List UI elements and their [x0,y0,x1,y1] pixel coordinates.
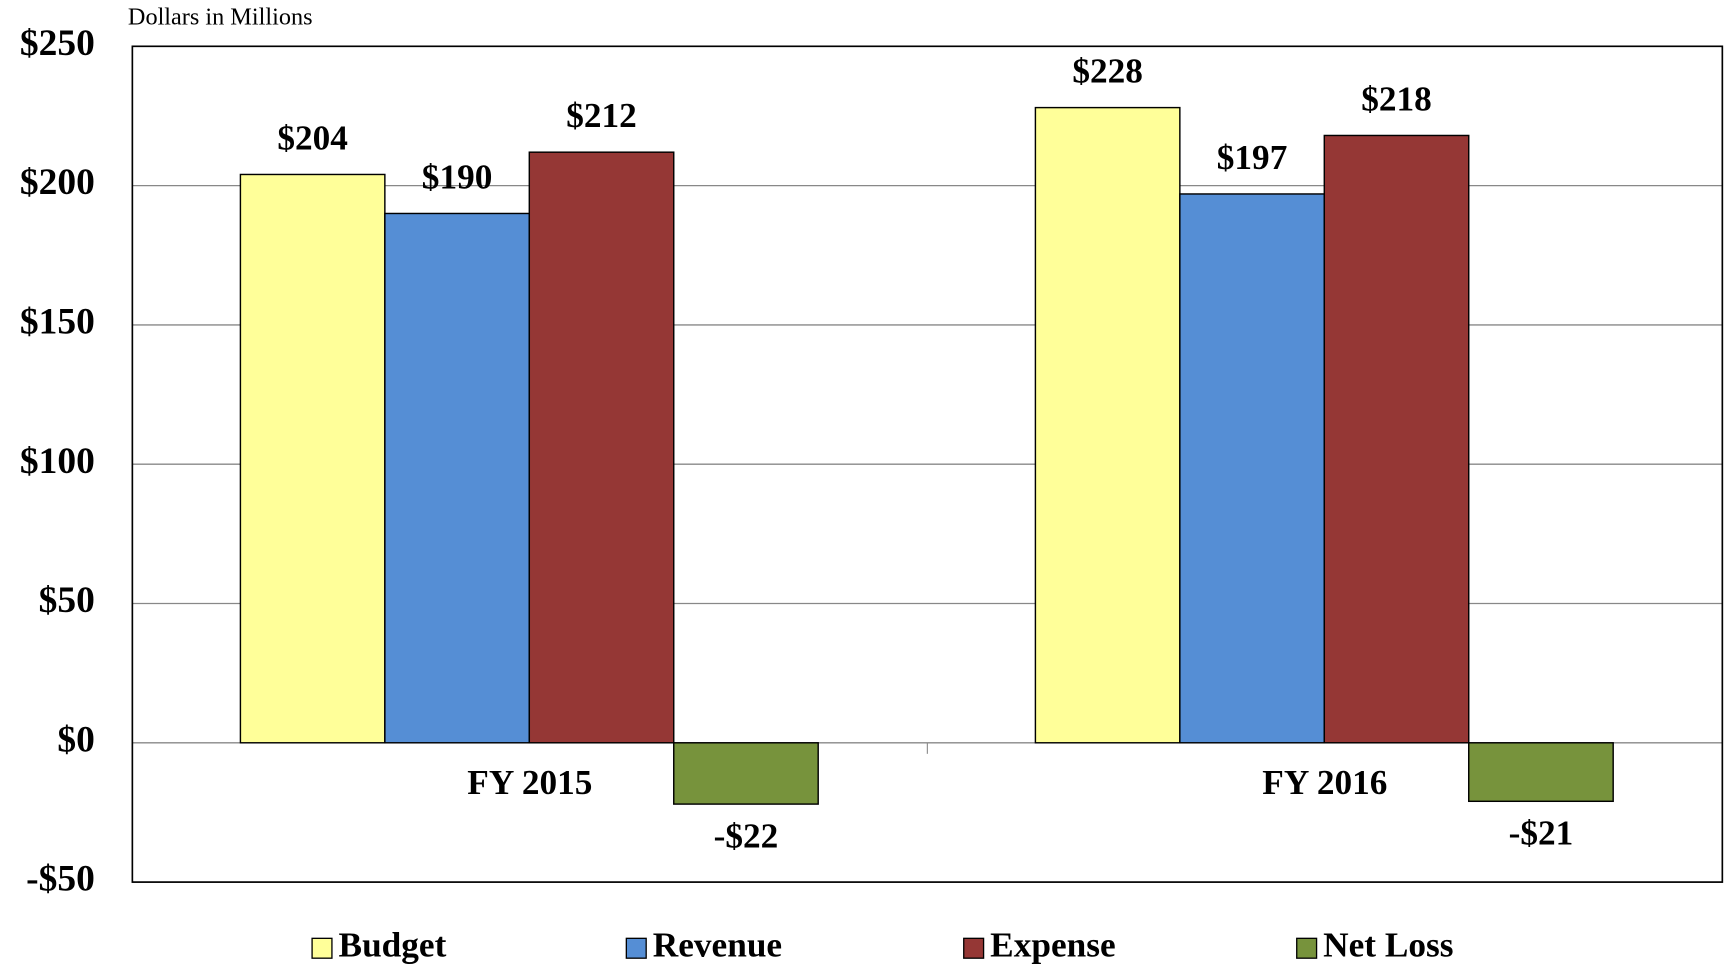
legend-swatch [963,937,985,959]
legend-label: Net Loss [1323,925,1453,964]
data-label: -$21 [1509,814,1574,853]
data-label: -$22 [714,816,779,855]
legend-swatch [1296,937,1318,959]
y-tick-label: $0 [57,719,94,760]
data-label: $212 [566,96,637,135]
legend-label: Expense [990,925,1115,964]
x-tick-label: FY 2016 [1262,763,1387,802]
chart-subtitle: Dollars in Millions [128,3,313,30]
data-label: $204 [277,118,348,157]
y-tick-label: $250 [20,23,95,64]
legend-swatch [625,937,647,959]
data-label: $190 [422,157,493,196]
y-tick-label: $200 [20,162,95,203]
legend-label: Revenue [653,925,782,964]
legend-label: Budget [339,925,447,964]
x-tick-label: FY 2015 [467,763,592,802]
y-tick-label: $100 [20,441,95,482]
data-label: $197 [1217,138,1288,177]
bar [1323,134,1470,744]
bar [239,173,386,744]
data-label: $218 [1361,79,1432,118]
plot-frame [131,45,1724,883]
legend-swatch [311,937,333,959]
y-tick-label: $50 [39,580,95,621]
bar [1179,193,1326,744]
bar [528,151,675,744]
y-tick-label: $150 [20,301,95,342]
bar [1034,106,1181,744]
bar [384,212,531,744]
data-label: $228 [1072,52,1143,91]
bar [1468,742,1614,803]
bar [673,742,819,805]
y-tick-label: -$50 [26,859,95,900]
